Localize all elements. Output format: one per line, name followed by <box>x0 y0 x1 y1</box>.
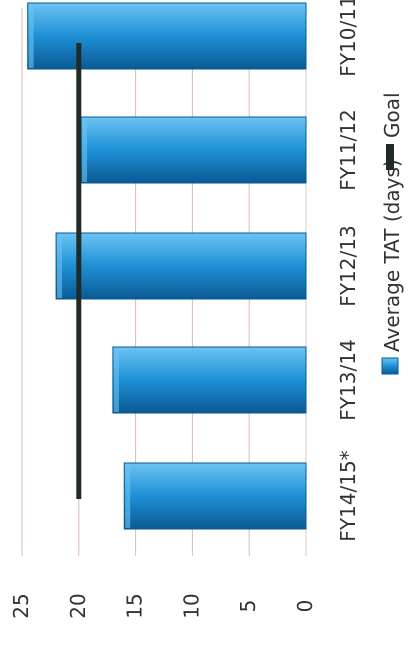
bar-highlight <box>82 118 88 182</box>
bar-highlight <box>125 464 131 528</box>
category-labels: FY10/11 FY11/12 FY12/13 FY13/14 FY14/15* <box>336 0 360 542</box>
value-tick-label: 20 <box>66 593 90 618</box>
bar-highlight <box>113 348 119 412</box>
bar-highlight <box>57 234 63 298</box>
legend-swatch-bar <box>381 357 399 375</box>
legend-label-bar: Average TAT (days) <box>380 159 404 352</box>
bar <box>27 2 307 70</box>
bar <box>80 116 307 184</box>
bar <box>112 346 307 414</box>
category-label: FY11/12 <box>336 109 360 190</box>
value-tick-label: 15 <box>123 593 147 618</box>
legend: Average TAT (days) Goal <box>380 92 404 375</box>
value-tick-label: 25 <box>9 593 33 618</box>
value-axis-ticks: 0 5 10 15 20 25 <box>9 593 317 618</box>
value-tick-label: 5 <box>236 600 260 613</box>
category-label: FY12/13 <box>336 225 360 306</box>
legend-label-goal: Goal <box>380 92 404 138</box>
value-tick-label: 10 <box>179 593 203 618</box>
category-label: FY10/11 <box>336 0 360 77</box>
bar <box>123 462 307 530</box>
bar <box>55 232 307 300</box>
legend-swatch-goal <box>386 144 394 170</box>
value-tick-label: 0 <box>293 600 317 613</box>
category-label: FY14/15* <box>336 450 360 541</box>
category-label: FY13/14 <box>336 339 360 420</box>
bars <box>27 2 307 530</box>
bar-highlight <box>28 4 34 68</box>
